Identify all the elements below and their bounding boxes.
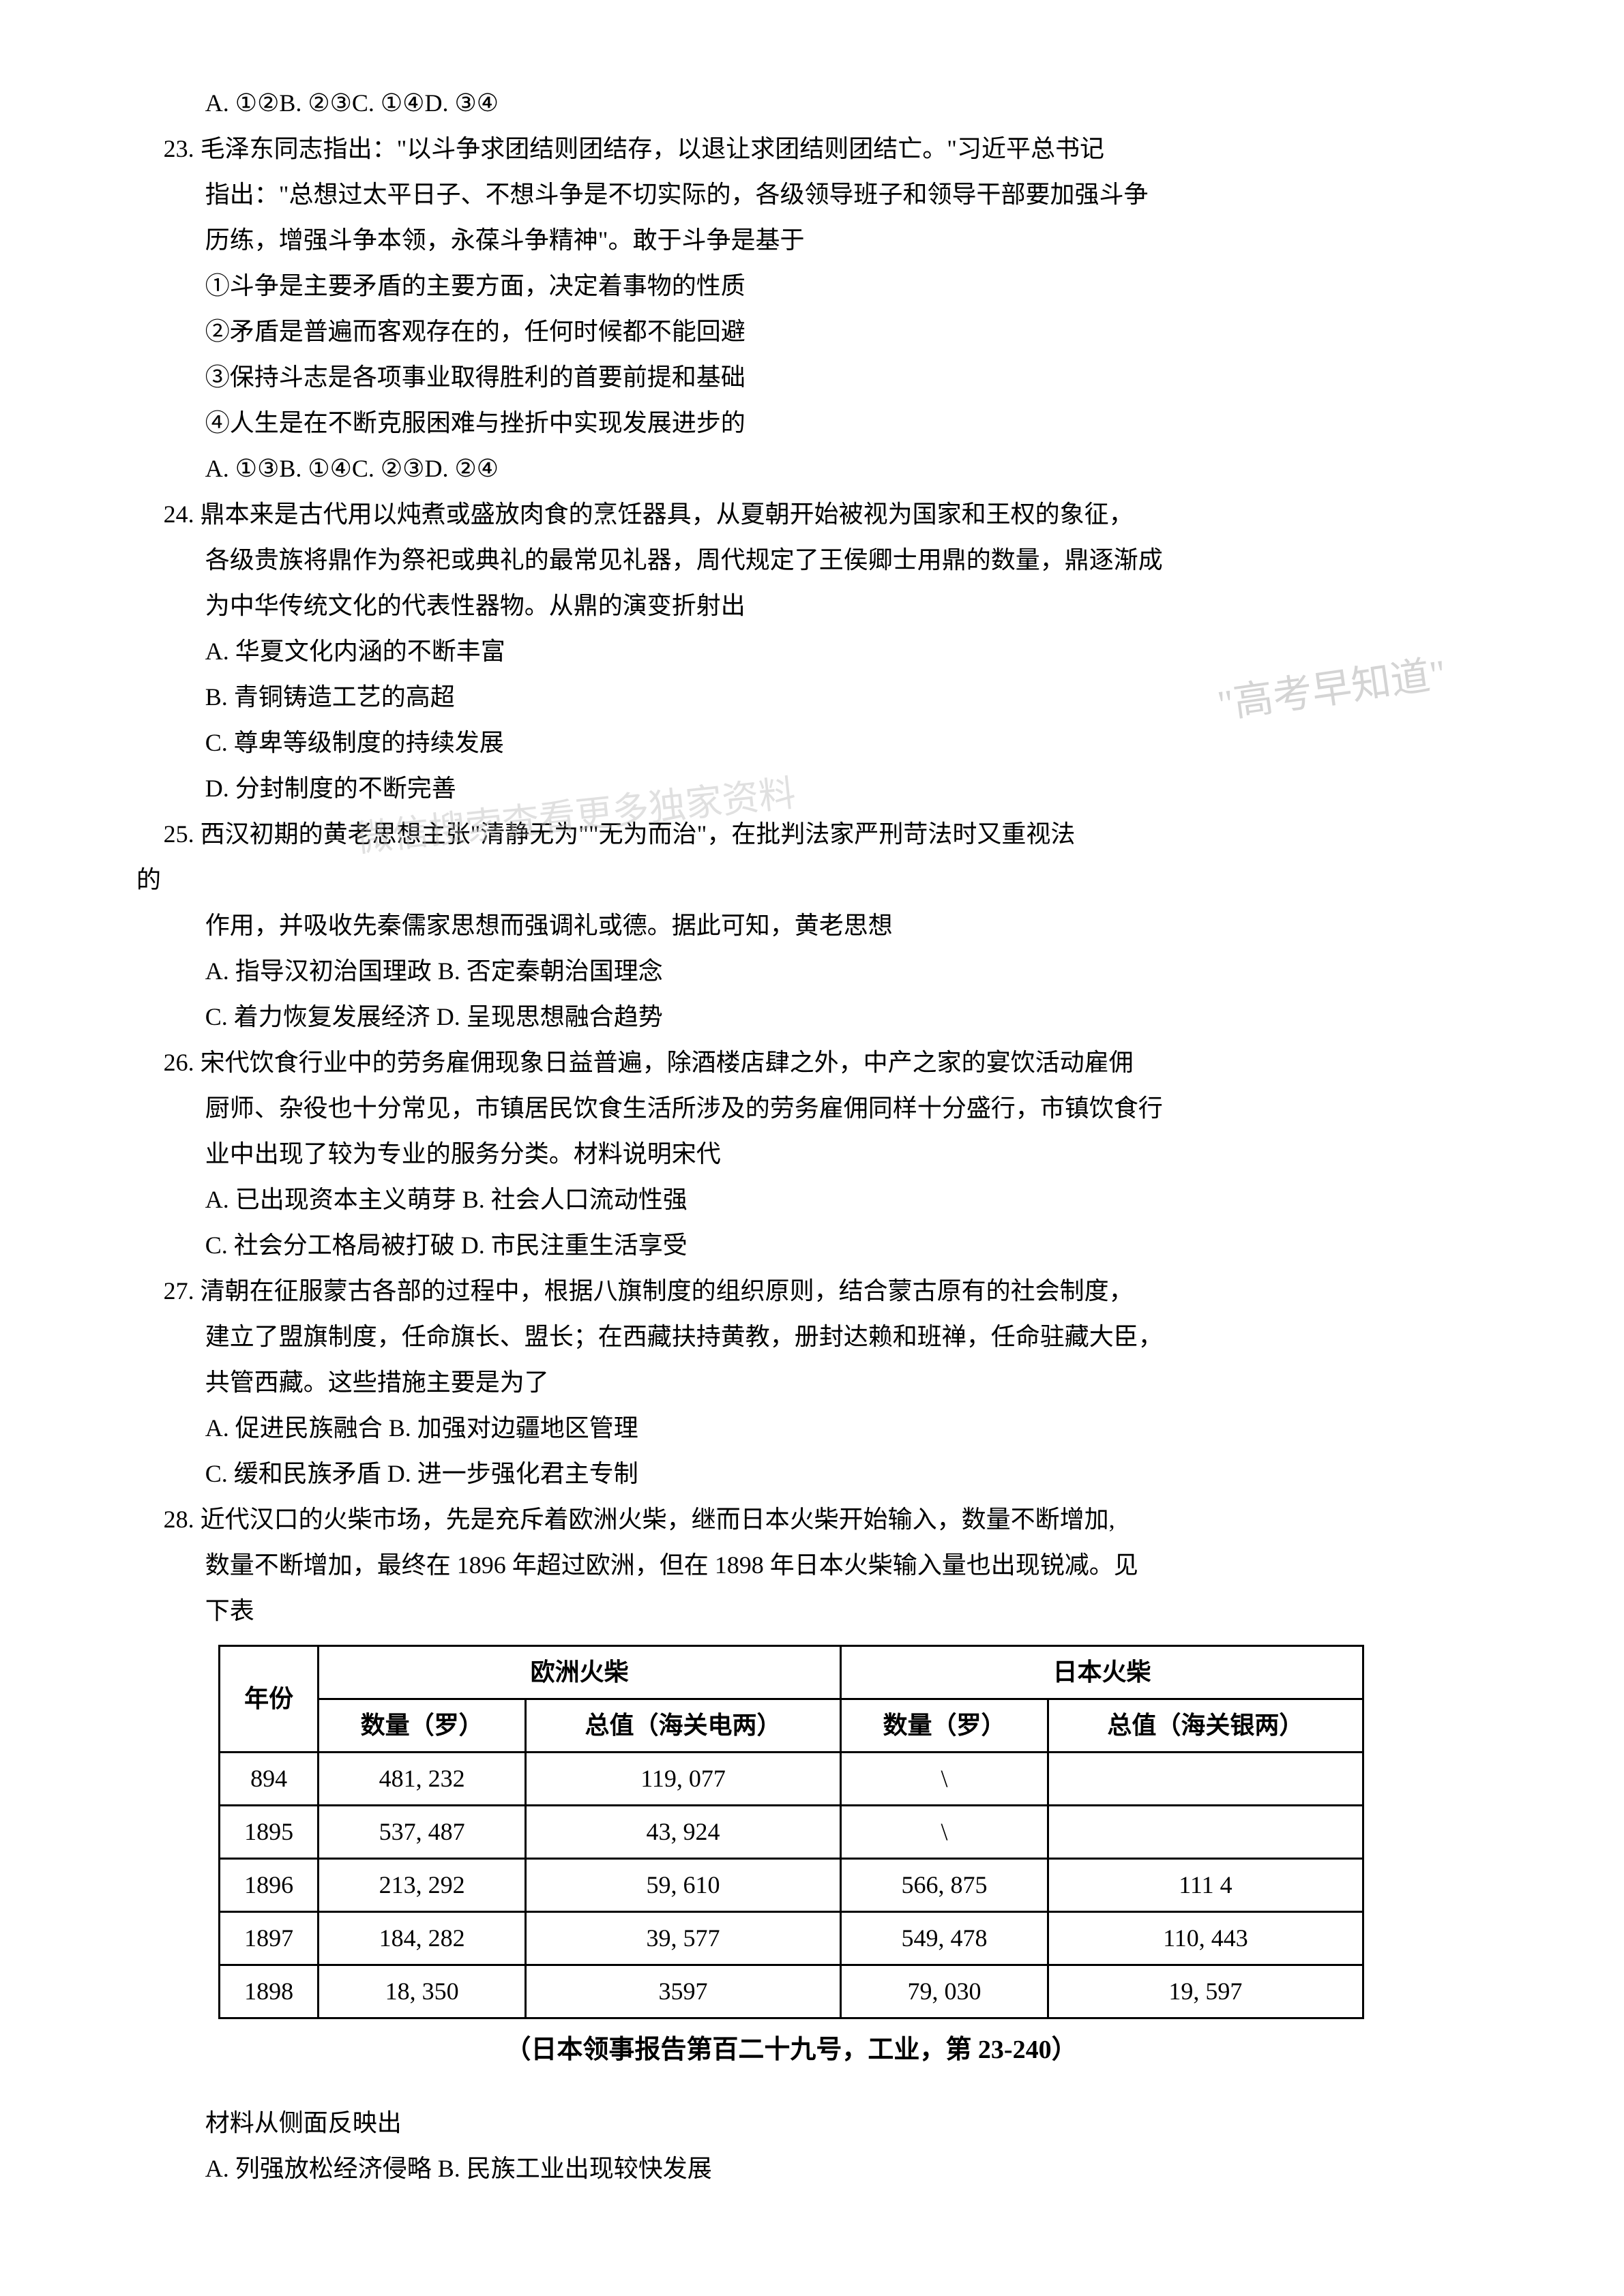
cell-year: 1897: [220, 1912, 319, 1965]
cell-eu-qty: 213, 292: [319, 1859, 526, 1912]
q25-opt-ab: A. 指导汉初治国理政 B. 否定秦朝治国理念: [136, 950, 1488, 993]
q27-stem-1: 27. 清朝在征服蒙古各部的过程中，根据八旗制度的组织原则，结合蒙古原有的社会制…: [136, 1270, 1488, 1313]
q28-stem-1: 28. 近代汉口的火柴市场，先是充斥着欧洲火柴，继而日本火柴开始输入，数量不断增…: [136, 1498, 1488, 1541]
col-year: 年份: [220, 1646, 319, 1753]
cell-year: 1898: [220, 1965, 319, 2018]
q26-stem-2: 厨师、杂役也十分常见，市镇居民饮食生活所涉及的劳务雇佣同样十分盛行，市镇饮食行: [136, 1087, 1488, 1130]
q25-stem-2: 作用，并吸收先秦儒家思想而强调礼或德。据此可知，黄老思想: [136, 904, 1488, 947]
cell-eu-val: 39, 577: [525, 1912, 840, 1965]
q23-stem-1: 23. 毛泽东同志指出："以斗争求团结则团结存，以退让求团结则团结亡。"习近平总…: [136, 128, 1488, 170]
cell-jp-val: 111 4: [1048, 1859, 1363, 1912]
q26-stem-1: 26. 宋代饮食行业中的劳务雇佣现象日益普遍，除酒楼店肆之外，中产之家的宴饮活动…: [136, 1041, 1488, 1084]
table-row: 894 481, 232 119, 077 \: [220, 1753, 1363, 1806]
table-row: 1895 537, 487 43, 924 \: [220, 1806, 1363, 1859]
col-europe: 欧洲火柴: [319, 1646, 841, 1699]
q23-choices: A. ①③B. ①④C. ②③D. ②④: [136, 447, 1488, 490]
table-caption: （日本领事报告第百二十九号，工业，第 23-240）: [218, 2027, 1364, 2073]
q25-stem-1: 25. 西汉初期的黄老思想主张"清静无为""无为而治"，在批判法家严刑苛法时又重…: [136, 813, 1488, 856]
q25-opt-cd: C. 着力恢复发展经济 D. 呈现思想融合趋势: [136, 996, 1488, 1039]
cell-eu-val: 59, 610: [525, 1859, 840, 1912]
cell-jp-val: [1048, 1753, 1363, 1806]
q24-stem-2: 各级贵族将鼎作为祭祀或典礼的最常见礼器，周代规定了王侯卿士用鼎的数量，鼎逐渐成: [136, 539, 1488, 582]
cell-eu-val: 119, 077: [525, 1753, 840, 1806]
q23-stem-3: 历练，增强斗争本领，永葆斗争精神"。敢于斗争是基于: [136, 219, 1488, 262]
q26-stem-3: 业中出现了较为专业的服务分类。材料说明宋代: [136, 1133, 1488, 1176]
col-jp-qty: 数量（罗）: [841, 1699, 1048, 1753]
cell-eu-qty: 18, 350: [319, 1965, 526, 2018]
col-eu-val: 总值（海关电两）: [525, 1699, 840, 1753]
table-row: 1896 213, 292 59, 610 566, 875 111 4: [220, 1859, 1363, 1912]
cell-year: 894: [220, 1753, 319, 1806]
q27-stem-3: 共管西藏。这些措施主要是为了: [136, 1361, 1488, 1404]
q28-stem-4: 材料从侧面反映出: [136, 2102, 1488, 2145]
table-header-row-2: 数量（罗） 总值（海关电两） 数量（罗） 总值（海关银两）: [220, 1699, 1363, 1753]
cell-eu-qty: 537, 487: [319, 1806, 526, 1859]
cell-year: 1896: [220, 1859, 319, 1912]
q23-opt-3: ③保持斗志是各项事业取得胜利的首要前提和基础: [136, 356, 1488, 399]
col-jp-val: 总值（海关银两）: [1048, 1699, 1363, 1753]
q26-opt-ab: A. 已出现资本主义萌芽 B. 社会人口流动性强: [136, 1178, 1488, 1221]
q23-opt-4: ④人生是在不断克服困难与挫折中实现发展进步的: [136, 402, 1488, 445]
table-row: 1897 184, 282 39, 577 549, 478 110, 443: [220, 1912, 1363, 1965]
cell-eu-qty: 184, 282: [319, 1912, 526, 1965]
cell-jp-qty: 566, 875: [841, 1859, 1048, 1912]
q23-stem-2: 指出："总想过太平日子、不想斗争是不切实际的，各级领导班子和领导干部要加强斗争: [136, 173, 1488, 216]
match-import-table: 年份 欧洲火柴 日本火柴 数量（罗） 总值（海关电两） 数量（罗） 总值（海关银…: [218, 1645, 1364, 2073]
cell-jp-val: 19, 597: [1048, 1965, 1363, 2018]
q27-stem-2: 建立了盟旗制度，任命旗长、盟长；在西藏扶持黄教，册封达赖和班禅，任命驻藏大臣，: [136, 1315, 1488, 1358]
q22-options: A. ①②B. ②③C. ①④D. ③④: [136, 82, 1488, 125]
q26-opt-cd: C. 社会分工格局被打破 D. 市民注重生活享受: [136, 1224, 1488, 1267]
q24-stem-1: 24. 鼎本来是古代用以炖煮或盛放肉食的烹饪器具，从夏朝开始被视为国家和王权的象…: [136, 493, 1488, 536]
q23-opt-2: ②矛盾是普遍而客观存在的，任何时候都不能回避: [136, 310, 1488, 353]
table-row: 1898 18, 350 3597 79, 030 19, 597: [220, 1965, 1363, 2018]
cell-jp-qty: \: [841, 1753, 1048, 1806]
cell-eu-val: 3597: [525, 1965, 840, 2018]
col-eu-qty: 数量（罗）: [319, 1699, 526, 1753]
table-header-row-1: 年份 欧洲火柴 日本火柴: [220, 1646, 1363, 1699]
data-table: 年份 欧洲火柴 日本火柴 数量（罗） 总值（海关电两） 数量（罗） 总值（海关银…: [218, 1645, 1364, 2019]
cell-jp-val: [1048, 1806, 1363, 1859]
q27-opt-ab: A. 促进民族融合 B. 加强对边疆地区管理: [136, 1407, 1488, 1450]
q24-opt-b: B. 青铜铸造工艺的高超: [136, 676, 1488, 719]
q28-stem-2: 数量不断增加，最终在 1896 年超过欧洲，但在 1898 年日本火柴输入量也出…: [136, 1544, 1488, 1587]
q27-opt-cd: C. 缓和民族矛盾 D. 进一步强化君主专制: [136, 1452, 1488, 1495]
q24-opt-a: A. 华夏文化内涵的不断丰富: [136, 630, 1488, 673]
cell-eu-qty: 481, 232: [319, 1753, 526, 1806]
q24-opt-c: C. 尊卑等级制度的持续发展: [136, 721, 1488, 764]
col-japan: 日本火柴: [841, 1646, 1363, 1699]
cell-year: 1895: [220, 1806, 319, 1859]
q24-stem-3: 为中华传统文化的代表性器物。从鼎的演变折射出: [136, 584, 1488, 627]
cell-jp-qty: \: [841, 1806, 1048, 1859]
q23-opt-1: ①斗争是主要矛盾的主要方面，决定着事物的性质: [136, 265, 1488, 308]
q24-opt-d: D. 分封制度的不断完善: [136, 767, 1488, 810]
exam-page: "高考早知道" 微信搜索查看更多独家资料 A. ①②B. ②③C. ①④D. ③…: [136, 82, 1488, 2190]
cell-jp-qty: 79, 030: [841, 1965, 1048, 2018]
cell-jp-qty: 549, 478: [841, 1912, 1048, 1965]
q25-stem-1b: 的: [136, 859, 1488, 901]
cell-eu-val: 43, 924: [525, 1806, 840, 1859]
q28-opt-ab: A. 列强放松经济侵略 B. 民族工业出现较快发展: [136, 2147, 1488, 2190]
q28-stem-3: 下表: [136, 1590, 1488, 1632]
cell-jp-val: 110, 443: [1048, 1912, 1363, 1965]
